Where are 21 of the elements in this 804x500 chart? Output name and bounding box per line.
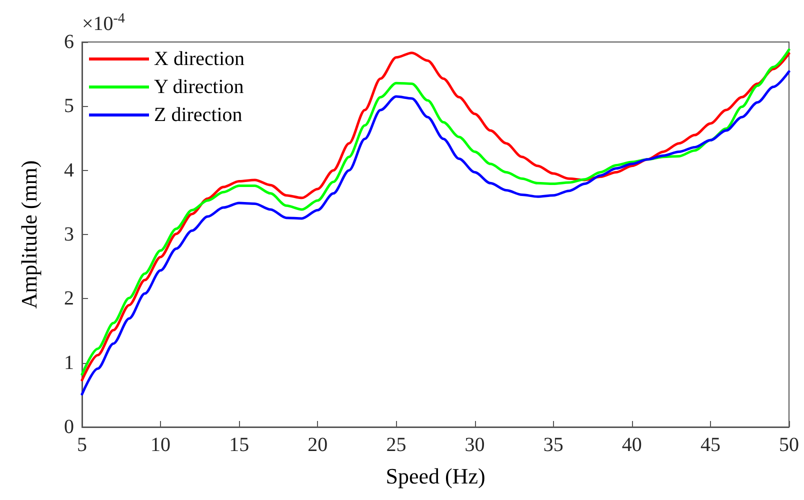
legend-label: Z direction (154, 104, 242, 126)
y-tick-label: 0 (64, 416, 74, 438)
x-tick-label: 30 (464, 434, 485, 456)
y-tick-label: 3 (64, 224, 74, 246)
y-tick-label: 2 (64, 288, 74, 310)
y-axis-title: Amplitude (mm) (16, 160, 42, 309)
x-tick-label: 45 (700, 434, 720, 456)
x-tick-label: 35 (543, 434, 564, 456)
x-tick-label: 40 (622, 434, 642, 456)
y-tick-label: 1 (64, 352, 74, 374)
x-tick-label: 10 (150, 434, 171, 456)
y-tick-label: 4 (64, 159, 74, 182)
x-tick-label: 20 (308, 434, 328, 456)
x-tick-label: 25 (386, 434, 406, 456)
y-tick-label: 5 (64, 95, 74, 118)
x-tick-label: 50 (779, 434, 799, 456)
legend-label: X direction (154, 48, 245, 70)
x-tick-label: 15 (229, 434, 250, 456)
x-axis-title: Speed (Hz) (386, 464, 486, 488)
y-tick-label: 6 (64, 31, 74, 53)
legend-label: Y direction (154, 76, 244, 98)
